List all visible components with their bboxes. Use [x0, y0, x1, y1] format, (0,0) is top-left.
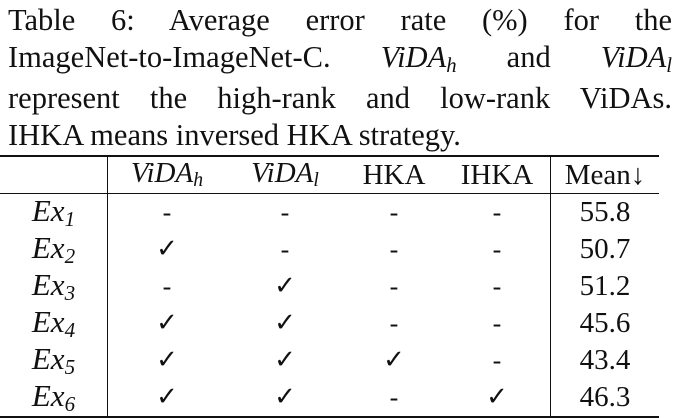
caption-line-1: Table 6: Average error rate (%) for the — [8, 2, 672, 39]
cell-ihka: - — [492, 235, 502, 264]
caption-vida-l: ViDAl — [600, 40, 673, 77]
cell-ihka: - — [492, 272, 502, 301]
caption-line-4: IHKA means inversed HKA strategy. — [8, 118, 461, 152]
caption-line2-prefix: ImageNet-to-ImageNet-C. — [8, 40, 331, 74]
cell-vida-l: - — [280, 198, 290, 227]
table-row: Ex3 - ✓ - - 51.2 — [0, 268, 659, 305]
cell-ihka: - — [492, 198, 502, 227]
table-caption: Table 6: Average error rate (%) for the … — [8, 2, 672, 154]
cell-hka: - — [389, 272, 399, 301]
cell-vida-l: ✓ — [274, 345, 296, 375]
cell-vida-l: ✓ — [274, 382, 296, 412]
caption-line-3: represent the high-rank and low-rank ViD… — [8, 81, 672, 115]
cell-mean: 46.3 — [550, 379, 659, 417]
header-blank — [0, 156, 108, 194]
table-body: Ex1 - - - - 55.8 Ex2 ✓ - - - 50.7 Ex3 - ✓ - - 51.2 Ex4 ✓ ✓ - -… — [0, 193, 659, 417]
header-mean: Mean↓ — [550, 156, 659, 194]
header-ihka: IHKA — [460, 158, 534, 191]
cell-hka: - — [389, 309, 399, 338]
row-label: Ex4 — [0, 305, 108, 342]
cell-vida-h: ✓ — [156, 382, 178, 412]
cell-mean: 43.4 — [550, 342, 659, 379]
caption-vida-h: ViDAh — [380, 40, 457, 77]
cell-vida-h: ✓ — [156, 345, 178, 375]
cell-mean: 45.6 — [550, 305, 659, 342]
row-label: Ex3 — [0, 268, 108, 305]
cell-ihka: ✓ — [486, 382, 508, 412]
caption-and: and — [506, 40, 551, 74]
table-header-row: ViDAh ViDAl HKA IHKA Mean↓ — [0, 156, 659, 194]
cell-vida-h: ✓ — [156, 308, 178, 338]
table-row: Ex5 ✓ ✓ ✓ - 43.4 — [0, 342, 659, 379]
cell-hka: - — [389, 198, 399, 227]
cell-ihka: - — [492, 309, 502, 338]
ablation-table: ViDAh ViDAl HKA IHKA Mean↓ Ex1- - - -55.8 Ex… — [0, 155, 659, 418]
row-label: Ex1 — [0, 193, 108, 231]
cell-mean: 51.2 — [550, 268, 659, 305]
caption-label: Table 6: — [8, 3, 135, 37]
header-hka: HKA — [362, 158, 426, 191]
table-row: Ex1 - - - - 55.8 — [0, 193, 659, 231]
cell-mean: 50.7 — [550, 231, 659, 268]
header-vida-h: ViDAh — [130, 157, 204, 192]
caption-line-2: ImageNet-to-ImageNet-C. ViDAh and ViDAl — [8, 39, 672, 80]
cell-hka: - — [389, 235, 399, 264]
row-label: Ex2 — [0, 231, 108, 268]
header-vida-l: ViDAl — [251, 157, 319, 192]
row-label: Ex6 — [0, 379, 108, 417]
row-label: Ex5 — [0, 342, 108, 379]
caption-line1-text: Average error rate (%) for the — [168, 3, 672, 37]
cell-vida-l: ✓ — [274, 308, 296, 338]
table-row: Ex2 ✓ - - - 50.7 — [0, 231, 659, 268]
table-row: Ex6 ✓ ✓ - ✓ 46.3 — [0, 379, 659, 417]
cell-vida-h: ✓ — [156, 234, 178, 264]
cell-hka: ✓ — [383, 345, 405, 375]
cell-ihka: - — [492, 346, 502, 375]
cell-mean: 55.8 — [550, 193, 659, 231]
cell-hka: - — [389, 383, 399, 412]
cell-vida-l: ✓ — [274, 271, 296, 301]
cell-vida-h: - — [162, 198, 172, 227]
cell-vida-l: - — [280, 235, 290, 264]
cell-vida-h: - — [162, 272, 172, 301]
table-row: Ex4 ✓ ✓ - - 45.6 — [0, 305, 659, 342]
